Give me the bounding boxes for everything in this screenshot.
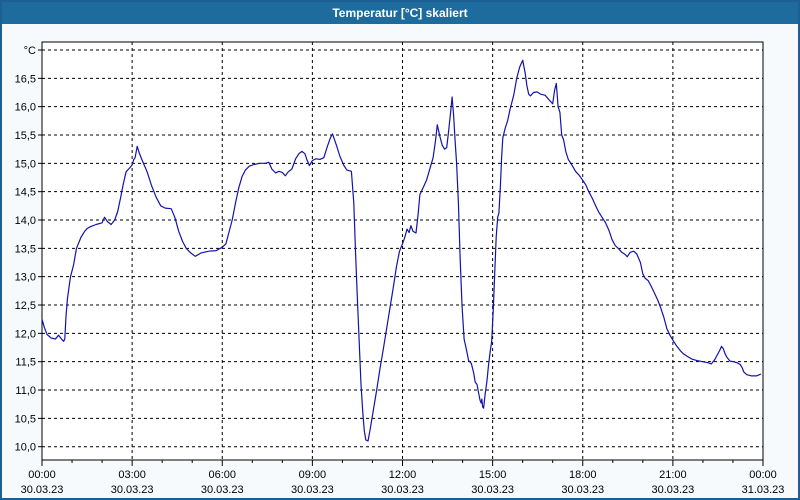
x-tick-time-label: 12:00 bbox=[389, 469, 417, 481]
y-tick-label: 13,0 bbox=[15, 272, 36, 284]
x-tick-time-label: 00:00 bbox=[28, 469, 56, 481]
y-tick-label: 11,5 bbox=[15, 357, 36, 369]
x-tick-time-label: 21:00 bbox=[659, 469, 687, 481]
y-tick-label: 16,0 bbox=[15, 102, 36, 114]
x-tick-date-label: 30.03.23 bbox=[21, 484, 64, 496]
y-tick-label: 14,5 bbox=[15, 187, 36, 199]
y-axis-unit-label: °C bbox=[24, 45, 36, 57]
x-tick-date-label: 30.03.23 bbox=[201, 484, 244, 496]
titlebar: Temperatur [°C] skaliert bbox=[2, 2, 798, 24]
y-tick-label: 13,5 bbox=[15, 243, 36, 255]
y-tick-label: 12,5 bbox=[15, 300, 36, 312]
x-tick-time-label: 18:00 bbox=[569, 469, 597, 481]
y-tick-label: 11,0 bbox=[15, 385, 36, 397]
x-tick-date-label: 30.03.23 bbox=[651, 484, 694, 496]
x-tick-time-label: 15:00 bbox=[479, 469, 507, 481]
x-tick-date-label: 30.03.23 bbox=[471, 484, 514, 496]
x-tick-date-label: 30.03.23 bbox=[561, 484, 604, 496]
x-tick-date-label: 30.03.23 bbox=[291, 484, 334, 496]
y-tick-label: 15,5 bbox=[15, 130, 36, 142]
window-title: Temperatur [°C] skaliert bbox=[332, 6, 468, 20]
x-tick-date-label: 30.03.23 bbox=[381, 484, 424, 496]
x-tick-time-label: 00:00 bbox=[749, 469, 777, 481]
y-tick-label: 14,0 bbox=[15, 215, 36, 227]
x-tick-time-label: 06:00 bbox=[208, 469, 236, 481]
x-tick-date-label: 30.03.23 bbox=[111, 484, 154, 496]
x-tick-time-label: 03:00 bbox=[118, 469, 146, 481]
y-tick-label: 10,5 bbox=[15, 413, 36, 425]
series-line-temperatur bbox=[41, 59, 762, 442]
x-tick-time-label: 09:00 bbox=[299, 469, 327, 481]
y-tick-label: 10,0 bbox=[15, 442, 36, 454]
y-tick-label: 16,5 bbox=[15, 73, 36, 85]
x-tick-date-label: 31.03.23 bbox=[742, 484, 785, 496]
y-tick-label: 15,0 bbox=[15, 158, 36, 170]
y-tick-label: 12,0 bbox=[15, 328, 36, 340]
